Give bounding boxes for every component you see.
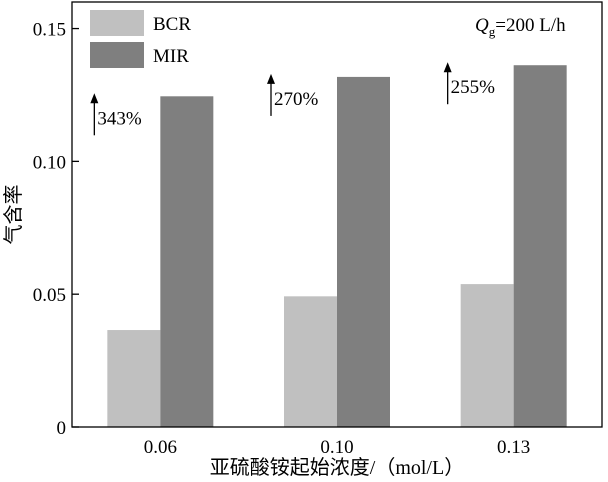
y-axis-title: 气含率 — [2, 185, 25, 245]
bars-layer — [107, 65, 567, 427]
bar-mir-0.13 — [513, 65, 567, 427]
annotations-layer: 343% 270% 255% — [90, 62, 496, 136]
condition-symbol: Q — [475, 15, 489, 36]
increase-arrow-head — [90, 93, 99, 104]
x-axis: 0.06 0.10 0.13 — [144, 437, 531, 458]
bar-mir-0.06 — [160, 96, 214, 427]
x-tick-label: 0.06 — [144, 437, 177, 458]
condition-subscript: g — [489, 24, 496, 39]
increase-label: 255% — [451, 77, 496, 98]
x-tick-label: 0.13 — [497, 437, 530, 458]
bar-mir-0.10 — [337, 76, 390, 427]
condition-value: =200 L/h — [495, 15, 566, 36]
bar-bcr-0.06 — [107, 330, 161, 427]
legend: BCR MIR — [90, 10, 191, 68]
y-axis: 0 0.05 0.10 0.15 — [33, 20, 79, 439]
bar-bcr-0.10 — [284, 296, 337, 427]
y-tick-label: 0 — [57, 418, 67, 439]
legend-swatch-bcr — [90, 10, 144, 36]
y-tick-label: 0.05 — [33, 285, 66, 306]
increase-label: 270% — [274, 89, 319, 110]
y-tick-label: 0.15 — [33, 20, 66, 41]
x-tick-label: 0.10 — [320, 437, 353, 458]
condition-label: Qg=200 L/h — [475, 15, 566, 39]
plot-frame — [71, 1, 603, 428]
y-tick-label: 0.10 — [33, 152, 66, 173]
legend-label-mir: MIR — [153, 46, 189, 67]
x-axis-title: 亚硫酸铵起始浓度/（mol/L） — [210, 456, 464, 479]
bar-bcr-0.13 — [460, 284, 514, 427]
increase-arrow-head — [443, 62, 452, 73]
increase-label: 343% — [97, 108, 142, 129]
legend-label-bcr: BCR — [153, 14, 191, 35]
increase-arrow-head — [267, 73, 275, 84]
legend-swatch-mir — [90, 42, 144, 68]
